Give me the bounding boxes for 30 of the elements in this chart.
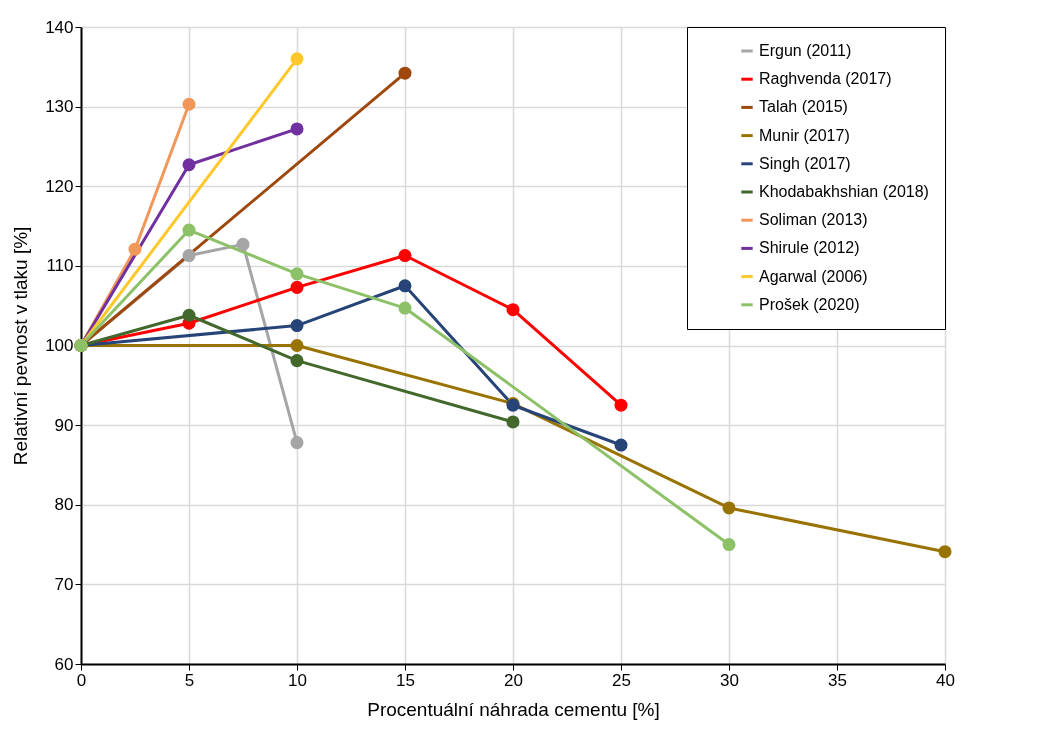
legend-label: Soliman (2013) <box>759 211 868 229</box>
x-tick-label: 5 <box>184 670 195 690</box>
x-tick-label: 25 <box>612 670 631 690</box>
y-tick-label: 100 <box>45 336 74 355</box>
x-tick-label: 40 <box>936 670 955 690</box>
y-axis-title: Relativní pevnost v tlaku [%] <box>10 226 32 466</box>
y-tick-label: 140 <box>45 17 74 37</box>
x-tick-label: 10 <box>288 670 307 690</box>
legend-label: Agarwal (2006) <box>759 267 868 285</box>
legend-label: Singh (2017) <box>759 154 851 172</box>
legend-label: Ergun (2011) <box>759 42 852 59</box>
y-tick-label: 90 <box>54 415 74 435</box>
y-tick-label: 110 <box>46 256 74 276</box>
legend-label: Shirule (2012) <box>759 239 860 257</box>
y-tick-label: 80 <box>54 495 74 515</box>
legend-label: Prošek (2020) <box>759 295 860 313</box>
y-tick-label: 120 <box>45 176 74 196</box>
legend-label: Khodabakhshian (2018) <box>759 183 929 200</box>
legend-label: Talah (2015) <box>759 98 848 116</box>
y-tick-label: 130 <box>45 97 74 117</box>
y-tick-label: 60 <box>54 654 74 674</box>
x-tick-label: 30 <box>720 670 739 690</box>
x-tick-label: 35 <box>828 670 847 690</box>
x-tick-label: 20 <box>504 670 523 690</box>
x-tick-label: 0 <box>76 670 87 690</box>
x-tick-label: 15 <box>396 670 415 690</box>
y-tick-label: 70 <box>54 574 74 594</box>
x-axis-title: Procentuální náhrada cementu [%] <box>367 698 660 720</box>
legend-label: Raghvenda (2017) <box>759 70 892 88</box>
legend-label: Munir (2017) <box>759 126 850 144</box>
